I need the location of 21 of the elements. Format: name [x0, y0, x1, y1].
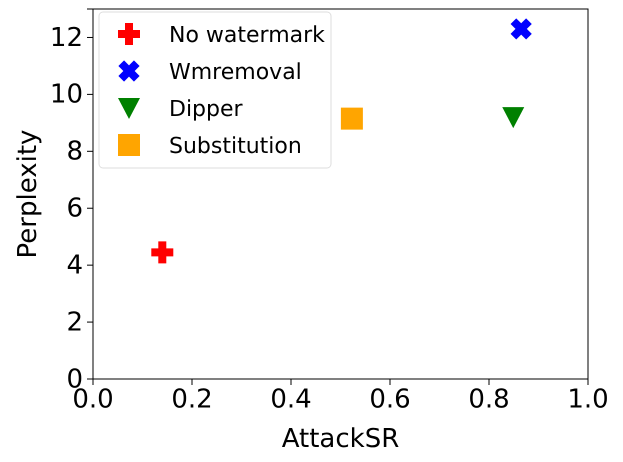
y-axis-title: Perplexity — [13, 130, 43, 258]
x-tick-label: 0.6 — [369, 384, 411, 414]
point — [151, 241, 174, 264]
y-tick-label: 8 — [66, 136, 83, 167]
y-tick-label: 2 — [66, 307, 83, 338]
point — [502, 107, 524, 128]
legend-label: Dipper — [169, 97, 244, 122]
legend-label: Wmremoval — [169, 60, 302, 85]
y-tick-label: 12 — [50, 22, 83, 53]
point — [340, 108, 363, 130]
y-tick-label: 4 — [66, 250, 83, 280]
legend-label: Substitution — [169, 134, 302, 159]
legend-label: No watermark — [169, 23, 326, 48]
x-tick-label: 0.4 — [270, 384, 312, 414]
y-tick-label: 10 — [50, 80, 83, 110]
x-tick-label: 1.0 — [567, 384, 609, 414]
point — [510, 18, 532, 40]
y-tick-label: 6 — [66, 194, 83, 224]
x-tick-label: 0.2 — [171, 384, 213, 414]
x-axis-title: AttackSR — [282, 424, 400, 454]
x-tick-label: 0.8 — [468, 384, 510, 414]
